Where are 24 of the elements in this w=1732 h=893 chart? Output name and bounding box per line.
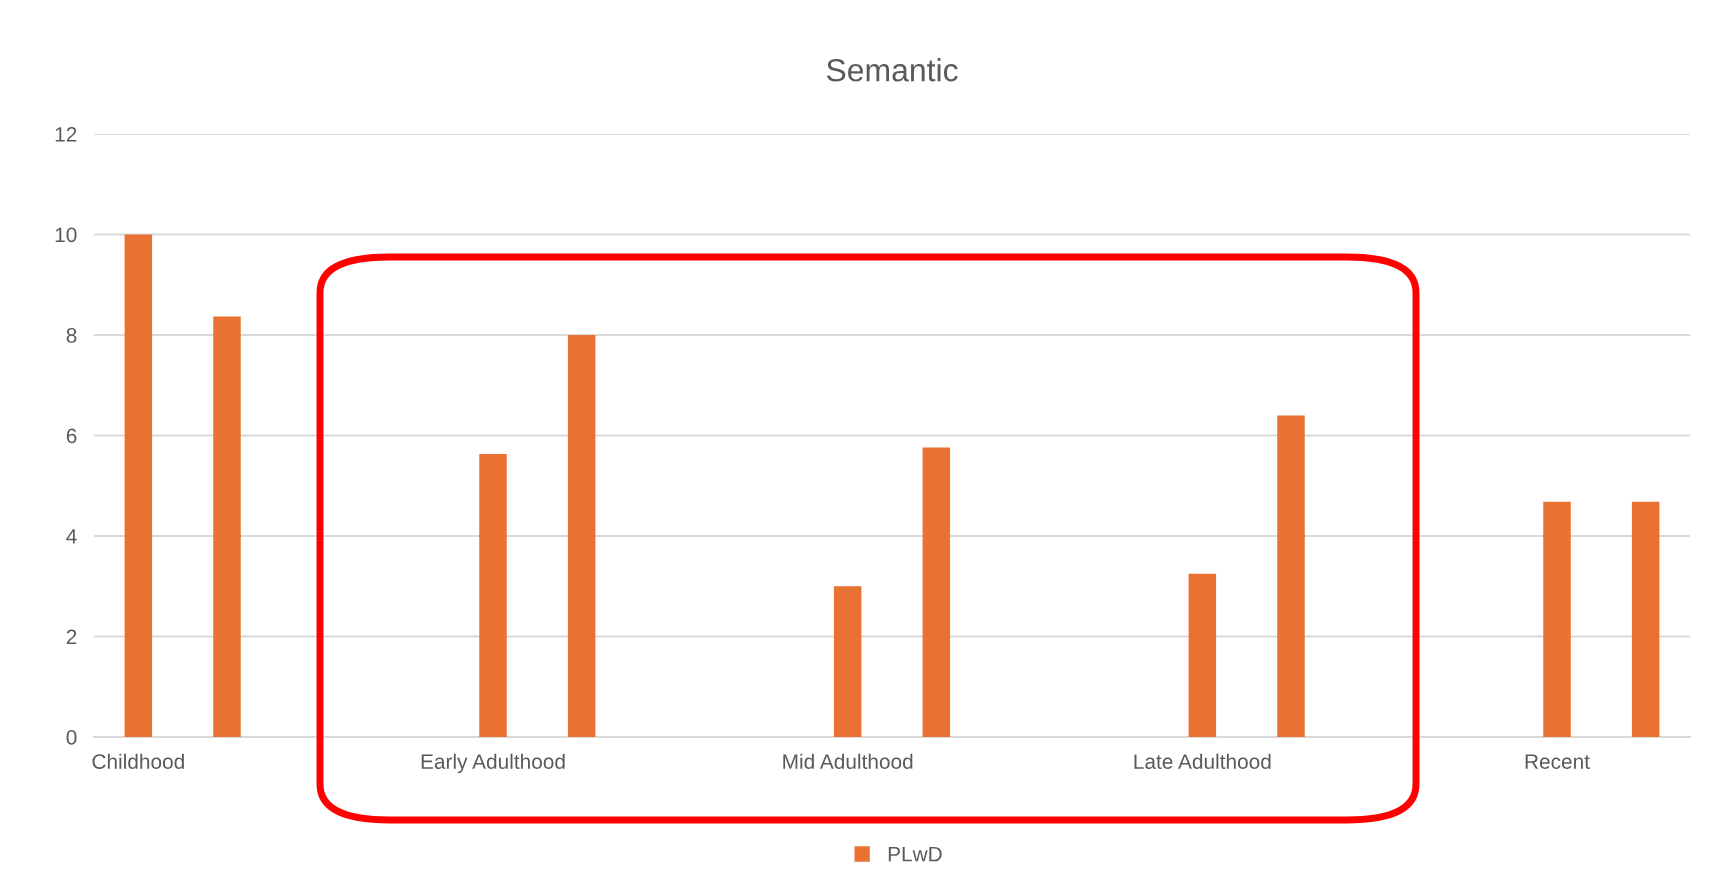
bar	[1188, 573, 1217, 737]
x-tick-label: Recent	[1525, 754, 1590, 769]
bar	[922, 447, 951, 737]
bar	[213, 316, 241, 737]
bar	[479, 454, 507, 737]
x-tick-label: Childhood	[92, 753, 184, 769]
y-tick-label: 12	[55, 127, 77, 142]
bar	[567, 335, 596, 737]
y-tick-label: 0	[66, 730, 77, 745]
y-tick-label: 10	[55, 227, 77, 243]
legend-label: PLwD	[888, 846, 942, 862]
y-tick-label: 4	[66, 529, 77, 544]
bar	[124, 234, 153, 737]
bar	[1277, 415, 1305, 737]
y-tick-label: 8	[66, 328, 77, 343]
x-tick-label: Early Adulthood	[421, 753, 565, 774]
chart-title: Semantic	[826, 58, 958, 82]
y-tick-label: 6	[66, 428, 77, 444]
y-tick-label: 2	[66, 629, 77, 645]
bar	[1543, 501, 1571, 737]
bar	[1631, 501, 1660, 737]
x-tick-label: Late Adulthood	[1134, 753, 1271, 769]
bar	[833, 586, 862, 737]
x-tick-label: Mid Adulthood	[783, 753, 913, 769]
